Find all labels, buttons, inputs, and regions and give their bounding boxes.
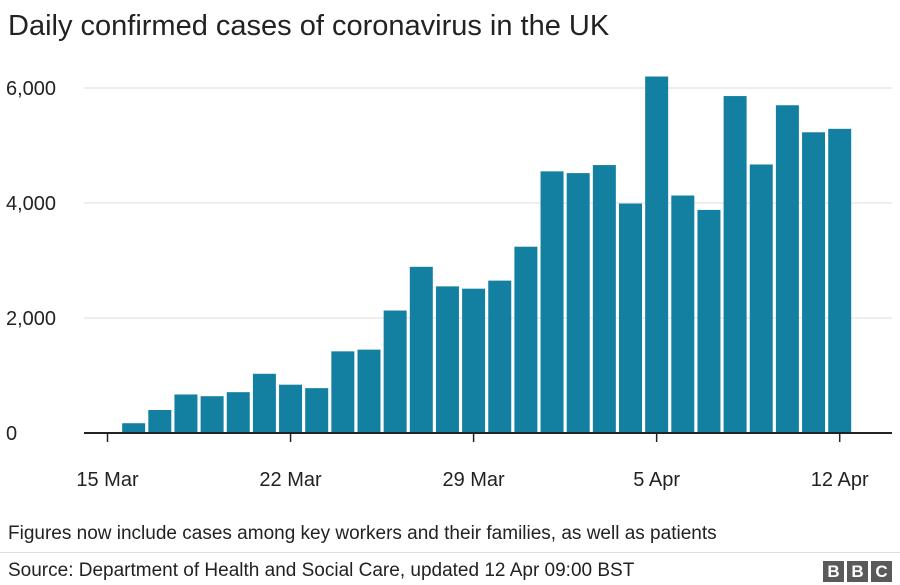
x-tick-label: 22 Mar [259,469,322,491]
bar [802,132,826,433]
chart-title: Daily confirmed cases of coronavirus in … [8,10,610,42]
bar [331,351,355,433]
chart-note: Figures now include cases among key work… [8,523,717,544]
bar [383,310,407,433]
bbc-logo-letter: C [871,561,892,582]
bar [619,203,642,433]
bar-chart: 0 2,000 4,000 6,000 15 Mar 22 Mar 29 Mar 5 Apr… [6,76,892,491]
bar [488,280,512,433]
bar [645,76,669,433]
bar [749,164,773,433]
bar [697,209,721,433]
y-axis-labels: 0 2,000 4,000 6,000 [6,78,56,445]
bar [174,394,198,433]
bar [775,105,799,433]
bars [122,76,852,434]
bar [671,195,695,433]
y-tick-label: 4,000 [6,193,56,215]
x-tick-label: 29 Mar [442,469,505,491]
bar [252,373,276,433]
x-axis: 15 Mar 22 Mar 29 Mar 5 Apr 12 Apr [76,432,892,491]
bar [828,128,852,433]
bar [122,423,146,433]
bar [148,410,172,433]
bbc-logo: B B C [823,561,892,582]
bar [592,165,616,434]
bar [723,96,747,434]
x-tick-label: 5 Apr [633,469,680,491]
y-tick-label: 6,000 [6,78,56,100]
bar [279,384,303,433]
bar [566,173,590,433]
footer: Source: Department of Health and Social … [0,552,900,585]
bar [462,288,486,433]
bbc-logo-letter: B [847,561,868,582]
bar [540,171,564,433]
bar [200,396,224,433]
bar [357,349,381,433]
bar [226,392,250,433]
bar [435,286,459,433]
x-tick-label: 15 Mar [76,469,139,491]
source-text: Source: Department of Health and Social … [8,560,635,581]
y-tick-label: 2,000 [6,308,56,330]
bar [514,246,538,433]
y-tick-label: 0 [6,423,17,445]
bar [305,388,329,433]
bar [409,266,433,433]
x-tick-label: 12 Apr [811,469,869,491]
bbc-logo-letter: B [823,561,844,582]
